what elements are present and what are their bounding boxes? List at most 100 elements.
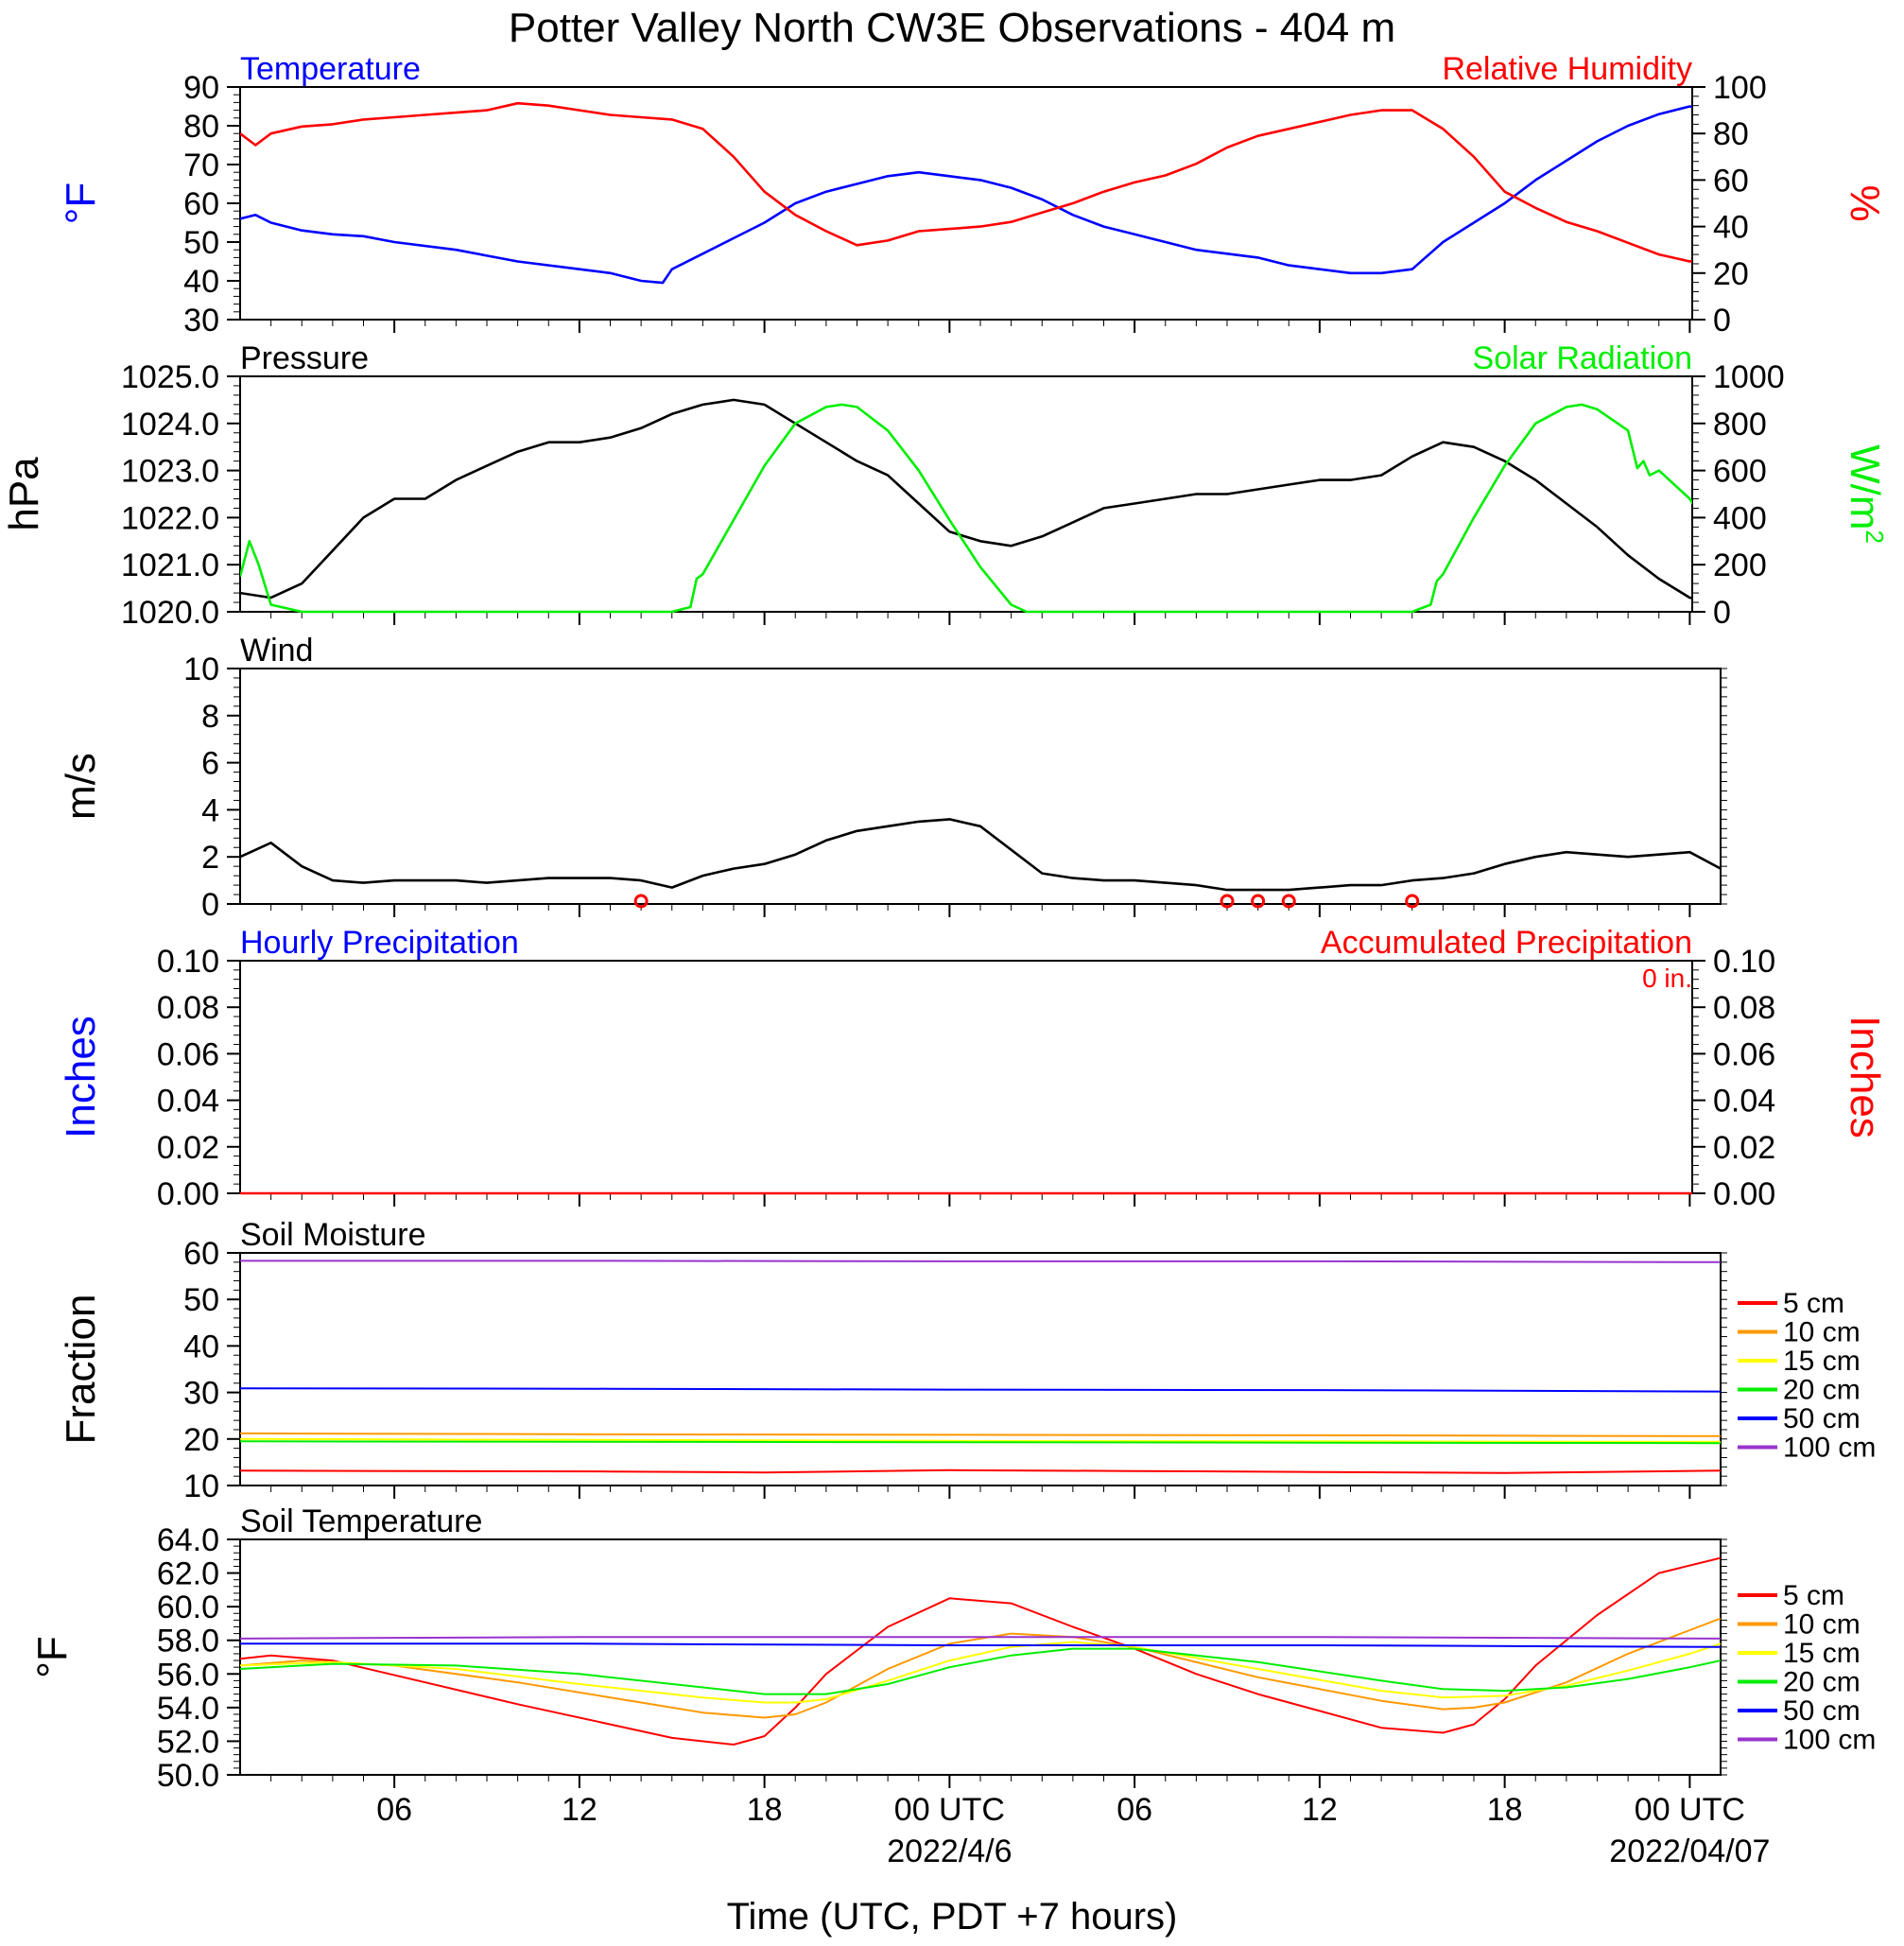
- y-tick-label-left: 60: [183, 1236, 219, 1272]
- y-axis-label-right: %: [1842, 184, 1888, 221]
- x-tick-date-label: 2022/4/6: [887, 1833, 1012, 1869]
- panel-title-left: Pressure: [240, 340, 369, 376]
- y-tick-label-left: 8: [201, 699, 219, 735]
- y-tick-label-right: 0.00: [1713, 1176, 1775, 1212]
- y-tick-label-right: 0: [1713, 595, 1731, 631]
- y-tick-label-left: 50: [183, 225, 219, 261]
- legend-label: 5 cm: [1783, 1288, 1844, 1319]
- y-tick-label-left: 0.02: [157, 1130, 219, 1166]
- x-tick-label: 06: [1116, 1792, 1152, 1828]
- y-tick-label-left: 40: [183, 264, 219, 300]
- y-tick-label-left: 1024.0: [121, 407, 219, 443]
- x-axis-label: Time (UTC, PDT +7 hours): [727, 1896, 1178, 1937]
- y-axis-label-left: Inches: [58, 1016, 104, 1138]
- time-axis: 06 12 18 00 UTC 2022/4/6 06 12 18 00 UTC 2022/04/…: [376, 1792, 1770, 1869]
- panel-temperature-humidity: Temperature Relative Humidity304050607080…: [58, 51, 1888, 339]
- y-tick-label-right: 800: [1713, 407, 1767, 443]
- series-line-100-cm: [240, 1260, 1721, 1263]
- y-tick-label-left: 1020.0: [121, 595, 219, 631]
- panel-precipitation: Hourly Precipitation Accumulated Precipit…: [58, 925, 1888, 1212]
- panel-title-left: Wind: [240, 633, 313, 669]
- series-line-20-cm: [240, 1647, 1721, 1695]
- legend-label: 100 cm: [1783, 1433, 1876, 1464]
- series-line-wind: [240, 818, 1721, 892]
- chart-title: Potter Valley North CW3E Observations - …: [509, 5, 1395, 51]
- legend-label: 15 cm: [1783, 1638, 1861, 1669]
- y-tick-label-left: 1022.0: [121, 500, 219, 536]
- y-tick-label-left: 54.0: [157, 1691, 219, 1727]
- accumulated-total-label: 0 in.: [1642, 964, 1692, 993]
- x-tick-label: 12: [1302, 1792, 1338, 1828]
- y-axis-label-left: °F: [58, 182, 104, 224]
- y-tick-label-left: 60: [183, 186, 219, 222]
- x-tick-label: 18: [1487, 1792, 1523, 1828]
- legend-label: 50 cm: [1783, 1403, 1861, 1434]
- panel-pressure-solar: Pressure Solar Radiation 1020.0 1021.0 1022.…: [1, 340, 1889, 631]
- panel-soil-temperature: Soil Temperature 50.052.054.056.058.060.0…: [29, 1503, 1876, 1794]
- series-line-5-cm: [240, 1556, 1721, 1746]
- y-tick-label-left: 30: [183, 1376, 219, 1412]
- y-tick-label-left: 50: [183, 1282, 219, 1318]
- y-tick-label-left: 80: [183, 109, 219, 145]
- panel-title-left: Soil Temperature: [240, 1503, 482, 1539]
- y-tick-label-right: 20: [1713, 256, 1749, 292]
- y-tick-label-right: 100: [1713, 70, 1767, 106]
- y-tick-label-left: 58.0: [157, 1624, 219, 1659]
- calm-wind-marker: [633, 894, 649, 909]
- legend-label: 15 cm: [1783, 1346, 1861, 1377]
- y-tick-label-right: 0.04: [1713, 1084, 1775, 1120]
- x-tick-label: 00 UTC: [894, 1792, 1005, 1828]
- legend-label: 100 cm: [1783, 1725, 1876, 1756]
- series-line-50-cm: [240, 1642, 1721, 1648]
- plot-frame: [239, 668, 1722, 905]
- series-line-temperature: [240, 105, 1692, 285]
- y-tick-label-right: 0.06: [1713, 1036, 1775, 1072]
- series-group: [240, 818, 1721, 892]
- y-tick-label-left: 0.06: [157, 1036, 219, 1072]
- y-tick-label-right: 40: [1713, 210, 1749, 246]
- x-tick-label: 06: [376, 1792, 412, 1828]
- y-tick-label-left: 62.0: [157, 1556, 219, 1592]
- series-group: [240, 1556, 1721, 1746]
- plot-frame: [239, 375, 1693, 613]
- calm-wind-marker: [1281, 894, 1296, 909]
- panel-soil-moisture: Soil Moisture 10 20 30 40 50 60 Fraction 5 cm10 …: [58, 1217, 1876, 1504]
- y-tick-label-right: 400: [1713, 500, 1767, 536]
- legend-label: 10 cm: [1783, 1609, 1861, 1641]
- y-tick-label-left: 10: [183, 652, 219, 687]
- plot-frame: [239, 86, 1693, 321]
- y-tick-label-left: 0.08: [157, 990, 219, 1026]
- x-tick-label: 12: [562, 1792, 597, 1828]
- legend-label: 20 cm: [1783, 1667, 1861, 1698]
- series-line-5-cm: [240, 1468, 1721, 1474]
- y-tick-label-left: 56.0: [157, 1657, 219, 1693]
- series-group: [240, 398, 1692, 614]
- series-line-20-cm: [240, 1440, 1721, 1445]
- series-group: [240, 101, 1692, 285]
- series-group: [240, 1260, 1721, 1474]
- series-line-relative-humidity: [240, 101, 1692, 263]
- y-tick-label-left: 70: [183, 148, 219, 183]
- y-tick-label-left: 2: [201, 840, 219, 876]
- panels: Temperature Relative Humidity304050607080…: [1, 51, 1889, 1794]
- y-tick-label-right: 1000: [1713, 359, 1785, 395]
- panel-title-left: Soil Moisture: [240, 1217, 426, 1253]
- y-tick-label-left: 64.0: [157, 1522, 219, 1558]
- y-tick-label-left: 0.10: [157, 944, 219, 980]
- calm-wind-marker: [1251, 894, 1266, 909]
- y-axis-label-superscript: 2: [1861, 530, 1889, 543]
- y-tick-label-left: 30: [183, 303, 219, 339]
- y-tick-label-right: 0.08: [1713, 990, 1775, 1026]
- x-tick-label: 00 UTC: [1635, 1792, 1745, 1828]
- y-tick-label-left: 10: [183, 1468, 219, 1504]
- legend-label: 5 cm: [1783, 1580, 1844, 1611]
- y-axis-label-left: m/s: [58, 753, 104, 820]
- series-line-10-cm: [240, 1617, 1721, 1719]
- y-tick-label-right: 0.10: [1713, 944, 1775, 980]
- x-tick-label: 18: [747, 1792, 783, 1828]
- legend-label: 50 cm: [1783, 1695, 1861, 1727]
- series-line-15-cm: [240, 1437, 1721, 1443]
- y-tick-label-right: 0.02: [1713, 1130, 1775, 1166]
- panel-title-right: Accumulated Precipitation: [1321, 925, 1692, 961]
